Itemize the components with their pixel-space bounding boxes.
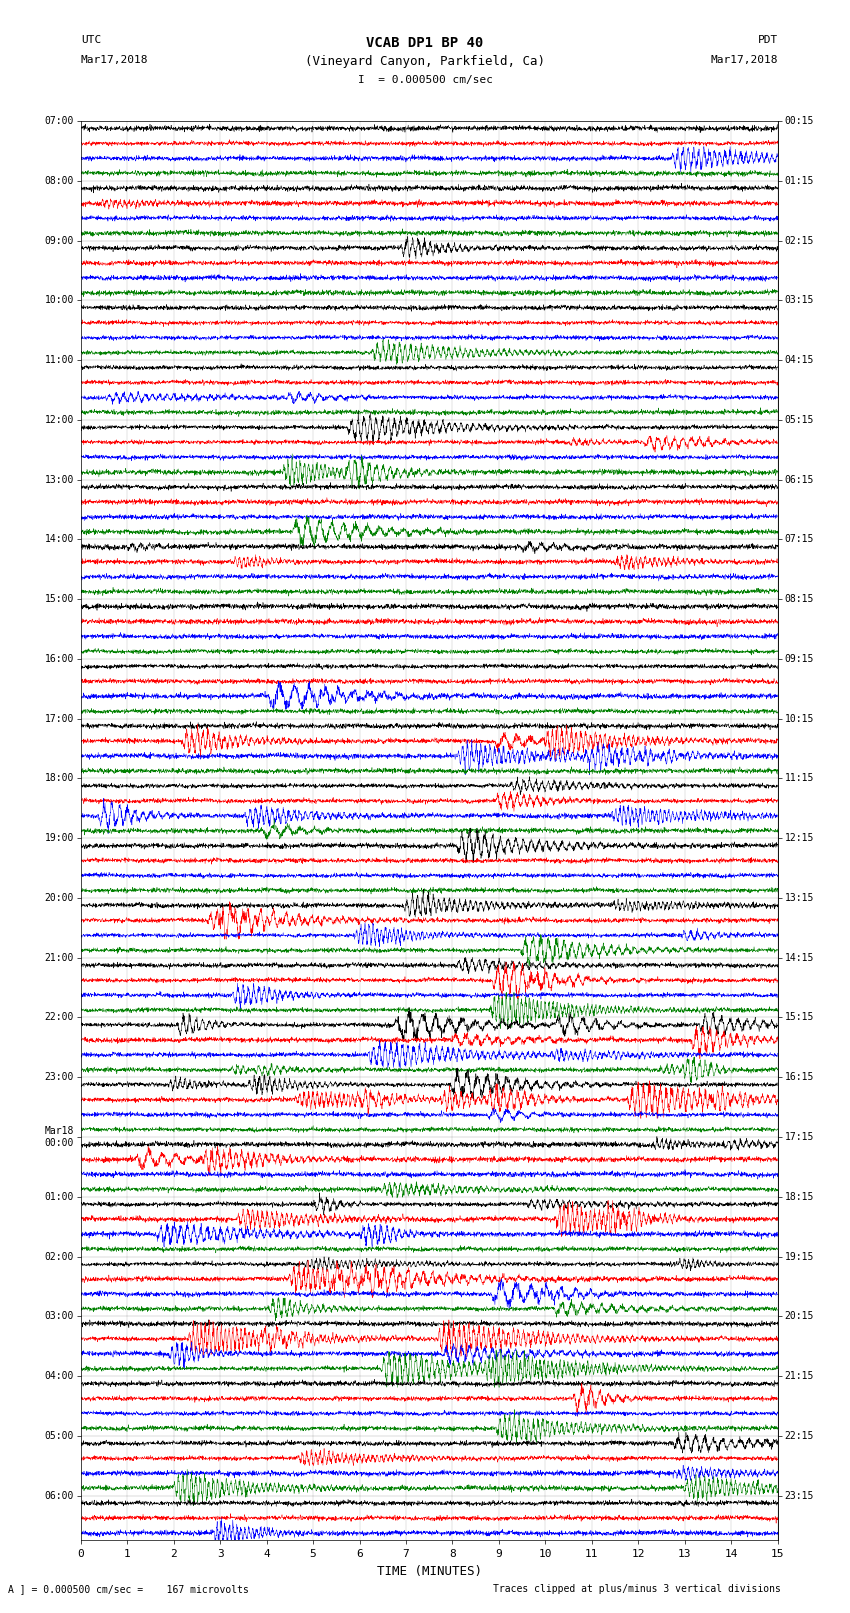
Text: A ] = 0.000500 cm/sec =    167 microvolts: A ] = 0.000500 cm/sec = 167 microvolts bbox=[8, 1584, 249, 1594]
Text: Traces clipped at plus/minus 3 vertical divisions: Traces clipped at plus/minus 3 vertical … bbox=[493, 1584, 781, 1594]
Text: VCAB DP1 BP 40: VCAB DP1 BP 40 bbox=[366, 35, 484, 50]
Text: PDT: PDT bbox=[757, 35, 778, 45]
Text: Mar17,2018: Mar17,2018 bbox=[711, 55, 778, 65]
Text: I  = 0.000500 cm/sec: I = 0.000500 cm/sec bbox=[358, 76, 492, 85]
Text: (Vineyard Canyon, Parkfield, Ca): (Vineyard Canyon, Parkfield, Ca) bbox=[305, 55, 545, 68]
Text: Mar17,2018: Mar17,2018 bbox=[81, 55, 148, 65]
Text: UTC: UTC bbox=[81, 35, 101, 45]
X-axis label: TIME (MINUTES): TIME (MINUTES) bbox=[377, 1565, 482, 1578]
